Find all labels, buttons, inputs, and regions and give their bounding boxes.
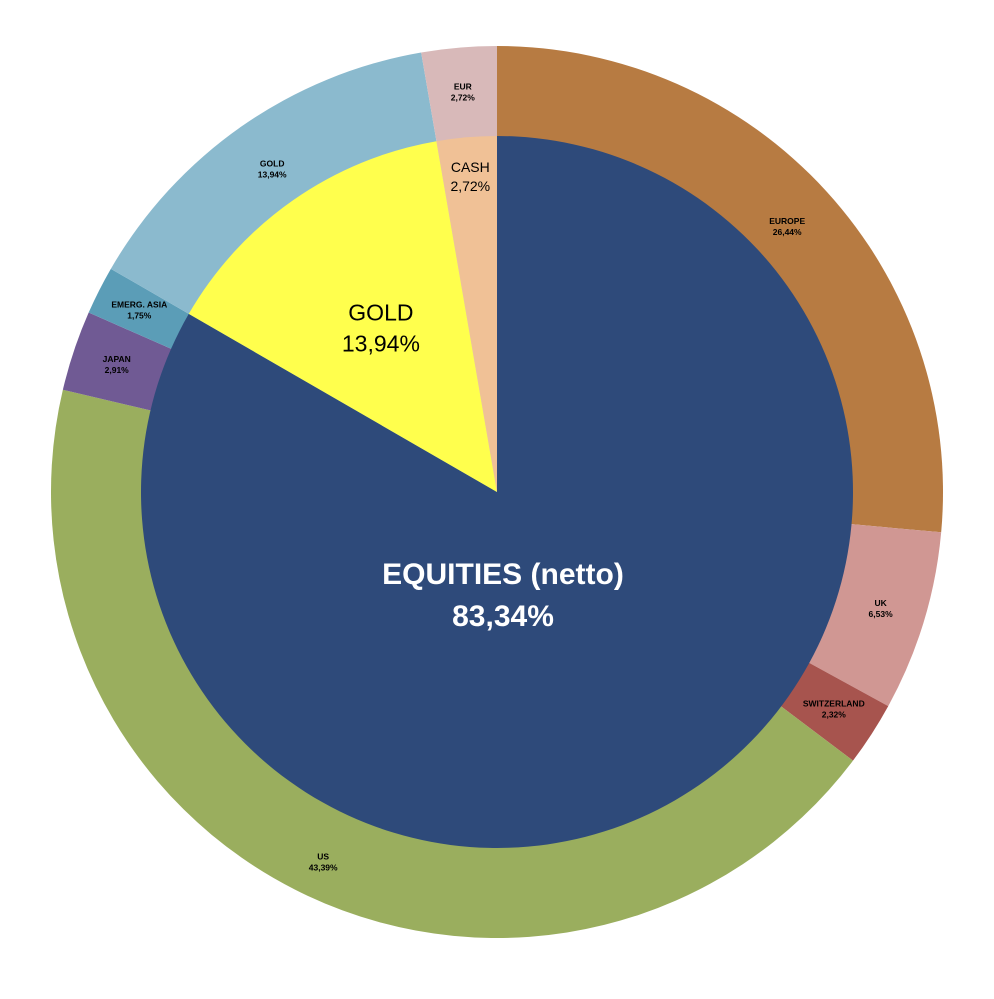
outer-label-value: 26,44% <box>773 227 802 237</box>
inner-label-name: GOLD <box>348 300 413 326</box>
inner-label-value: 13,94% <box>342 331 420 357</box>
inner-slice-gold <box>188 141 497 492</box>
outer-label-europe: EUROPE 26,44% <box>769 216 805 237</box>
inner-label-value: 83,34% <box>452 600 554 633</box>
inner-label-equities-netto: EQUITIES (netto) 83,34% <box>382 558 624 633</box>
inner-label-value: 2,72% <box>450 178 490 194</box>
outer-label-name: EMERG. ASIA <box>111 300 167 310</box>
inner-pie <box>140 136 853 848</box>
outer-label-us: US 43,39% <box>309 851 338 872</box>
outer-label-name: JAPAN <box>103 354 131 364</box>
outer-label-value: 2,72% <box>451 93 476 103</box>
outer-label-value: 2,91% <box>105 365 130 375</box>
inner-label-gold: GOLD 13,94% <box>342 300 420 357</box>
outer-label-eur: EUR 2,72% <box>451 82 476 103</box>
outer-label-value: 1,75% <box>127 311 152 321</box>
outer-label-emerg-asia: EMERG. ASIA 1,75% <box>111 300 167 321</box>
inner-label-name: CASH <box>451 159 490 175</box>
outer-label-value: 2,32% <box>822 710 847 720</box>
outer-label-name: UK <box>874 598 887 608</box>
outer-label-gold: GOLD 13,94% <box>258 159 287 180</box>
outer-label-name: EUROPE <box>769 216 805 226</box>
inner-pie-labels: EQUITIES (netto) 83,34% GOLD 13,94% CASH 2,72… <box>342 159 624 633</box>
outer-label-name: GOLD <box>260 159 285 169</box>
inner-slice-cash <box>436 136 497 492</box>
outer-label-name: SWITZERLAND <box>803 699 865 709</box>
outer-ring-labels: EUROPE 26,44% UK 6,53% SWITZERLAND 2,32% US 43,… <box>103 82 893 873</box>
outer-label-japan: JAPAN 2,91% <box>103 354 131 375</box>
outer-label-name: US <box>317 851 329 861</box>
outer-label-name: EUR <box>454 82 472 92</box>
outer-label-value: 43,39% <box>309 862 338 872</box>
outer-label-value: 6,53% <box>869 609 894 619</box>
outer-label-value: 13,94% <box>258 170 287 180</box>
outer-label-uk: UK 6,53% <box>869 598 894 619</box>
outer-label-switzerland: SWITZERLAND 2,32% <box>803 699 865 720</box>
inner-label-name: EQUITIES (netto) <box>382 558 624 591</box>
inner-label-cash: CASH 2,72% <box>450 159 490 194</box>
inner-slice-equities-netto <box>140 136 853 848</box>
